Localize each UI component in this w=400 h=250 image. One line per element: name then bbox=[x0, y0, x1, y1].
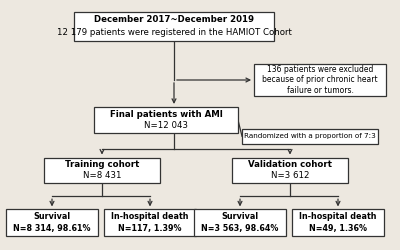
Text: N=3 563, 98.64%: N=3 563, 98.64% bbox=[201, 224, 279, 233]
FancyBboxPatch shape bbox=[44, 158, 160, 182]
Text: Survival: Survival bbox=[222, 212, 258, 221]
Text: because of prior chronic heart: because of prior chronic heart bbox=[262, 76, 378, 84]
FancyBboxPatch shape bbox=[74, 12, 274, 40]
FancyBboxPatch shape bbox=[292, 210, 384, 236]
Text: N=12 043: N=12 043 bbox=[144, 121, 188, 130]
FancyBboxPatch shape bbox=[194, 210, 286, 236]
Text: In-hospital death: In-hospital death bbox=[111, 212, 189, 221]
Text: 136 patients were excluded: 136 patients were excluded bbox=[267, 66, 373, 74]
FancyBboxPatch shape bbox=[254, 64, 386, 96]
Text: Training cohort: Training cohort bbox=[65, 160, 139, 169]
Text: In-hospital death: In-hospital death bbox=[299, 212, 377, 221]
FancyBboxPatch shape bbox=[242, 128, 378, 144]
Text: N=117, 1.39%: N=117, 1.39% bbox=[118, 224, 182, 233]
Text: December 2017~December 2019: December 2017~December 2019 bbox=[94, 16, 254, 24]
Text: Survival: Survival bbox=[34, 212, 70, 221]
FancyBboxPatch shape bbox=[104, 210, 196, 236]
Text: Final patients with AMI: Final patients with AMI bbox=[110, 110, 222, 119]
Text: N=49, 1.36%: N=49, 1.36% bbox=[309, 224, 367, 233]
FancyBboxPatch shape bbox=[94, 107, 238, 133]
Text: failure or tumors.: failure or tumors. bbox=[286, 86, 354, 94]
Text: 12 179 patients were registered in the HAMIOT Cohort: 12 179 patients were registered in the H… bbox=[56, 28, 292, 37]
Text: N=3 612: N=3 612 bbox=[271, 171, 309, 180]
Text: Randomized with a proportion of 7:3: Randomized with a proportion of 7:3 bbox=[244, 133, 376, 139]
Text: N=8 314, 98.61%: N=8 314, 98.61% bbox=[13, 224, 91, 233]
Text: N=8 431: N=8 431 bbox=[83, 171, 121, 180]
FancyBboxPatch shape bbox=[6, 210, 98, 236]
FancyBboxPatch shape bbox=[232, 158, 348, 182]
Text: Validation cohort: Validation cohort bbox=[248, 160, 332, 169]
